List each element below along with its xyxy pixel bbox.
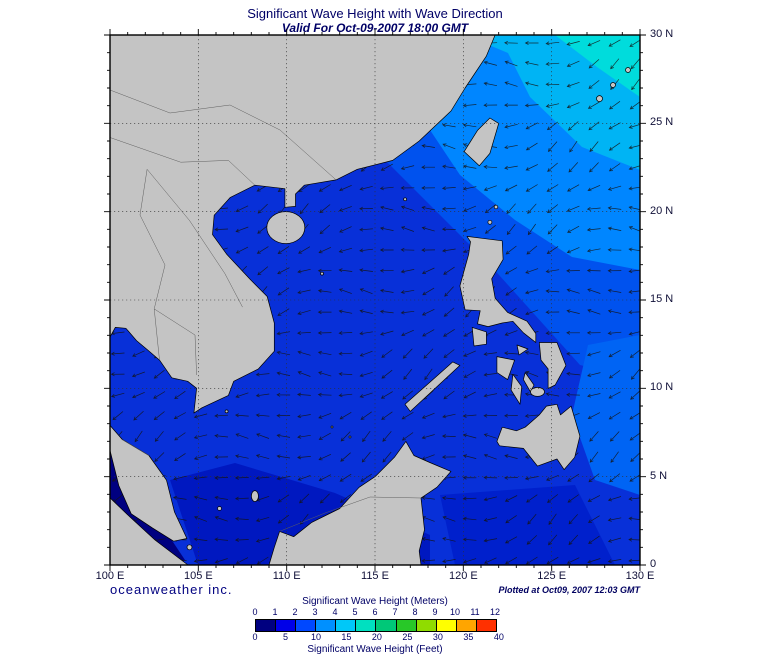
landmass-borneo <box>268 441 452 566</box>
island-bohol <box>530 387 545 397</box>
wave-band-3-5m <box>465 35 640 170</box>
legend-color-cell <box>316 620 337 631</box>
legend-meters-tick: 10 <box>449 607 461 617</box>
lon-tick-label: 105 E <box>183 570 213 582</box>
legend-color-cell <box>436 620 457 631</box>
legend-meters-label: Significant Wave Height (Meters) <box>302 596 448 607</box>
legend-meters-tick: 2 <box>292 607 298 617</box>
legend-color-cell <box>396 620 417 631</box>
island-spratly-1 <box>330 425 334 429</box>
country-borders <box>109 89 422 532</box>
lat-tick-label: 25 N <box>650 116 674 129</box>
legend-meters-ticks: 0 1 2 3 4 5 6 7 8 9 10 11 12 <box>252 607 500 617</box>
lon-tick-label: 110 E <box>272 570 301 582</box>
island-luzon <box>459 236 537 343</box>
island-ryukyu-2 <box>610 82 616 88</box>
landmasses <box>109 34 631 566</box>
legend-color-cell <box>416 620 437 631</box>
chart-subtitle: Valid For Oct-09-2007 18:00 GMT <box>281 21 469 35</box>
island-anambas <box>217 506 222 511</box>
island-paracel <box>320 271 324 276</box>
lat-tick-label: 5 N <box>650 469 668 482</box>
wave-band-4m <box>555 35 640 97</box>
lat-tick-label: 15 N <box>650 292 674 305</box>
island-mindanao <box>496 403 581 470</box>
island-pratas <box>403 197 407 202</box>
graticule <box>104 29 646 571</box>
island-negros <box>510 373 523 405</box>
legend-color-cell <box>476 620 496 631</box>
legend-feet-tick: 15 <box>341 632 352 642</box>
legend-colorbar <box>255 619 497 632</box>
island-panay <box>496 356 515 380</box>
legend-color-cell <box>256 620 277 631</box>
island-masbate <box>516 344 529 356</box>
wave-height-map <box>104 29 646 571</box>
island-hainan <box>266 211 306 244</box>
plotted-timestamp: Plotted at Oct09, 2007 12:03 GMT <box>498 585 640 595</box>
legend-color-cell <box>296 620 317 631</box>
island-palawan <box>404 361 461 412</box>
legend-color-cell <box>356 620 377 631</box>
island-babuyan <box>487 219 493 225</box>
legend-feet-tick: 5 <box>282 632 288 642</box>
oceanweather-credit: oceanweather inc. <box>110 582 233 597</box>
lat-tick-label: 0 <box>650 557 657 570</box>
legend-color-cell <box>336 620 357 631</box>
lon-tick-label: 100 E <box>95 570 125 582</box>
legend-meters-tick: 9 <box>432 607 438 617</box>
legend-feet-tick: 10 <box>310 632 321 642</box>
island-ryukyu-3 <box>625 67 631 73</box>
grid-lines <box>110 35 640 565</box>
celebes-band <box>440 485 615 565</box>
legend-meters-tick: 3 <box>312 607 318 617</box>
legend-feet-tick: 20 <box>371 632 382 642</box>
landmass-asia-mainland <box>109 34 496 414</box>
degree-tick-marks <box>104 29 646 571</box>
legend-feet-tick: 0 <box>252 632 258 642</box>
island-ryukyu-1 <box>596 95 603 102</box>
legend-feet-tick: 35 <box>463 632 474 642</box>
chart-title: Significant Wave Height with Wave Direct… <box>247 6 503 21</box>
lon-tick-label: 120 E <box>448 570 478 582</box>
island-batam <box>186 544 193 551</box>
legend-feet-ticks: 0 5 10 15 20 25 30 35 40 <box>252 632 503 642</box>
legend-color-cell <box>376 620 397 631</box>
island-batanes <box>493 204 499 210</box>
legend-meters-tick: 12 <box>489 607 501 617</box>
lon-tick-label: 125 E <box>537 570 567 582</box>
legend-meters-tick: 4 <box>332 607 338 617</box>
legend-meters-tick: 8 <box>412 607 418 617</box>
lon-tick-label: 130 E <box>625 570 655 582</box>
legend-meters-tick: 11 <box>470 607 480 617</box>
island-spratly-2 <box>348 435 352 439</box>
legend-meters-tick: 5 <box>352 607 358 617</box>
lat-tick-label: 30 N <box>650 28 674 40</box>
lat-tick-label: 20 N <box>650 204 674 217</box>
legend-meters-tick: 1 <box>272 607 278 617</box>
island-natuna <box>251 490 259 502</box>
lon-tick-label: 115 E <box>361 570 389 582</box>
legend-feet-label: Significant Wave Height (Feet) <box>307 644 443 655</box>
legend-meters-tick: 7 <box>392 607 398 617</box>
legend-feet-tick: 40 <box>493 632 504 642</box>
legend-meters-tick: 6 <box>372 607 378 617</box>
island-samar-leyte <box>538 342 567 389</box>
legend-color-cell <box>276 620 297 631</box>
island-conson <box>224 409 229 414</box>
legend-color-cell <box>456 620 477 631</box>
legend-feet-tick: 30 <box>432 632 443 642</box>
legend-meters-tick: 0 <box>252 607 258 617</box>
lat-tick-label: 10 N <box>650 381 674 394</box>
legend-feet-tick: 25 <box>402 632 413 642</box>
map-frame <box>109 34 641 566</box>
island-mindoro <box>471 327 487 347</box>
